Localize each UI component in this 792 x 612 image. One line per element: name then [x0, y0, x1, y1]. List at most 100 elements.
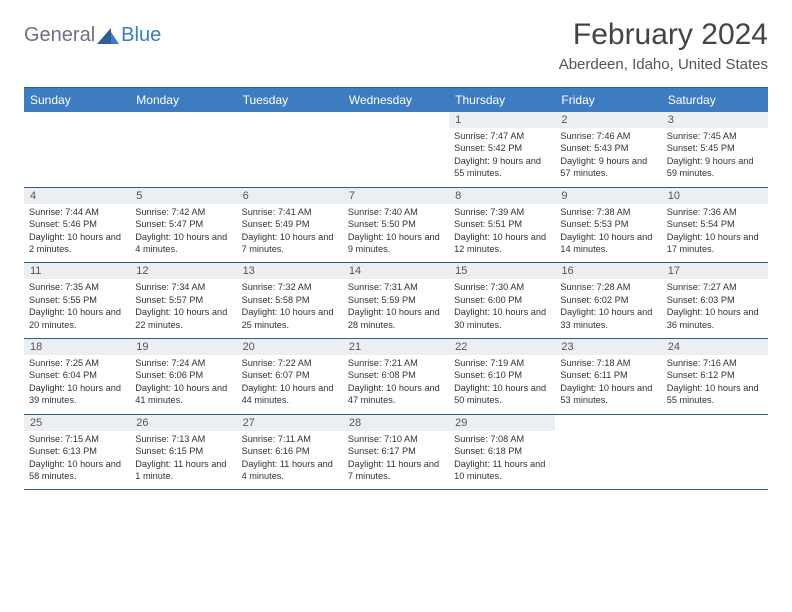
sunrise-line: Sunrise: 7:30 AM [454, 281, 550, 293]
sunset-line: Sunset: 5:49 PM [242, 218, 338, 230]
sunrise-line: Sunrise: 7:11 AM [242, 433, 338, 445]
sunrise-line: Sunrise: 7:46 AM [560, 130, 656, 142]
daylight-line: Daylight: 10 hours and 28 minutes. [348, 306, 444, 331]
sunset-line: Sunset: 6:02 PM [560, 294, 656, 306]
daylight-line: Daylight: 10 hours and 36 minutes. [667, 306, 763, 331]
day-number: 4 [24, 188, 130, 204]
sunset-line: Sunset: 6:03 PM [667, 294, 763, 306]
day-cell [130, 128, 236, 187]
sunset-line: Sunset: 5:53 PM [560, 218, 656, 230]
day-number: 12 [130, 263, 236, 279]
day-cell: Sunrise: 7:11 AMSunset: 6:16 PMDaylight:… [237, 431, 343, 490]
daylight-line: Daylight: 11 hours and 10 minutes. [454, 458, 550, 483]
day-cell: Sunrise: 7:46 AMSunset: 5:43 PMDaylight:… [555, 128, 661, 187]
day-number: 20 [237, 339, 343, 355]
sunrise-line: Sunrise: 7:38 AM [560, 206, 656, 218]
daylight-line: Daylight: 11 hours and 1 minute. [135, 458, 231, 483]
day-number: 29 [449, 415, 555, 431]
sunset-line: Sunset: 5:57 PM [135, 294, 231, 306]
daylight-line: Daylight: 10 hours and 55 minutes. [667, 382, 763, 407]
day-number: 22 [449, 339, 555, 355]
daynum-row: 11121314151617 [24, 263, 768, 279]
sunset-line: Sunset: 6:07 PM [242, 369, 338, 381]
day-number [662, 415, 768, 431]
day-cell: Sunrise: 7:13 AMSunset: 6:15 PMDaylight:… [130, 431, 236, 490]
day-header: Thursday [449, 88, 555, 112]
daylight-line: Daylight: 10 hours and 14 minutes. [560, 231, 656, 256]
daylight-line: Daylight: 10 hours and 7 minutes. [242, 231, 338, 256]
daynum-row: 2526272829 [24, 415, 768, 431]
month-title: February 2024 [559, 18, 768, 52]
sunrise-line: Sunrise: 7:22 AM [242, 357, 338, 369]
sunrise-line: Sunrise: 7:31 AM [348, 281, 444, 293]
logo-triangle-icon [97, 28, 119, 44]
sunrise-line: Sunrise: 7:42 AM [135, 206, 231, 218]
day-cell: Sunrise: 7:30 AMSunset: 6:00 PMDaylight:… [449, 279, 555, 338]
day-cell: Sunrise: 7:25 AMSunset: 6:04 PMDaylight:… [24, 355, 130, 414]
day-cell: Sunrise: 7:40 AMSunset: 5:50 PMDaylight:… [343, 204, 449, 263]
day-cell: Sunrise: 7:21 AMSunset: 6:08 PMDaylight:… [343, 355, 449, 414]
sunrise-line: Sunrise: 7:45 AM [667, 130, 763, 142]
day-cell: Sunrise: 7:19 AMSunset: 6:10 PMDaylight:… [449, 355, 555, 414]
sunset-line: Sunset: 5:47 PM [135, 218, 231, 230]
daynum-row: 18192021222324 [24, 339, 768, 355]
sunrise-line: Sunrise: 7:41 AM [242, 206, 338, 218]
day-number: 24 [662, 339, 768, 355]
sunrise-line: Sunrise: 7:44 AM [29, 206, 125, 218]
logo-text-general: General [24, 24, 95, 47]
daynum-row: 123 [24, 112, 768, 128]
day-number: 2 [555, 112, 661, 128]
daylight-line: Daylight: 10 hours and 41 minutes. [135, 382, 231, 407]
sunrise-line: Sunrise: 7:08 AM [454, 433, 550, 445]
day-cell [662, 431, 768, 490]
day-cell: Sunrise: 7:22 AMSunset: 6:07 PMDaylight:… [237, 355, 343, 414]
day-number: 13 [237, 263, 343, 279]
day-cell [555, 431, 661, 490]
day-cell: Sunrise: 7:45 AMSunset: 5:45 PMDaylight:… [662, 128, 768, 187]
sunrise-line: Sunrise: 7:47 AM [454, 130, 550, 142]
daylight-line: Daylight: 10 hours and 17 minutes. [667, 231, 763, 256]
week: 18192021222324Sunrise: 7:25 AMSunset: 6:… [24, 339, 768, 415]
sunrise-line: Sunrise: 7:32 AM [242, 281, 338, 293]
sunset-line: Sunset: 5:59 PM [348, 294, 444, 306]
sunset-line: Sunset: 5:46 PM [29, 218, 125, 230]
day-number: 27 [237, 415, 343, 431]
day-header: Saturday [662, 88, 768, 112]
day-number: 15 [449, 263, 555, 279]
day-number: 3 [662, 112, 768, 128]
day-cell: Sunrise: 7:27 AMSunset: 6:03 PMDaylight:… [662, 279, 768, 338]
day-number: 5 [130, 188, 236, 204]
week: 45678910Sunrise: 7:44 AMSunset: 5:46 PMD… [24, 188, 768, 264]
day-header-row: SundayMondayTuesdayWednesdayThursdayFrid… [24, 87, 768, 112]
sunrise-line: Sunrise: 7:34 AM [135, 281, 231, 293]
sunrise-line: Sunrise: 7:25 AM [29, 357, 125, 369]
sunset-line: Sunset: 6:04 PM [29, 369, 125, 381]
sunrise-line: Sunrise: 7:10 AM [348, 433, 444, 445]
sunset-line: Sunset: 6:00 PM [454, 294, 550, 306]
sunset-line: Sunset: 5:42 PM [454, 142, 550, 154]
day-cell: Sunrise: 7:47 AMSunset: 5:42 PMDaylight:… [449, 128, 555, 187]
sunset-line: Sunset: 6:15 PM [135, 445, 231, 457]
sunrise-line: Sunrise: 7:13 AM [135, 433, 231, 445]
day-number: 17 [662, 263, 768, 279]
day-cell: Sunrise: 7:31 AMSunset: 5:59 PMDaylight:… [343, 279, 449, 338]
day-number: 7 [343, 188, 449, 204]
sunset-line: Sunset: 5:50 PM [348, 218, 444, 230]
day-number: 26 [130, 415, 236, 431]
day-number: 18 [24, 339, 130, 355]
info-row: Sunrise: 7:44 AMSunset: 5:46 PMDaylight:… [24, 204, 768, 263]
sunrise-line: Sunrise: 7:19 AM [454, 357, 550, 369]
daylight-line: Daylight: 9 hours and 57 minutes. [560, 155, 656, 180]
daylight-line: Daylight: 10 hours and 2 minutes. [29, 231, 125, 256]
daylight-line: Daylight: 10 hours and 20 minutes. [29, 306, 125, 331]
sunrise-line: Sunrise: 7:28 AM [560, 281, 656, 293]
day-cell: Sunrise: 7:08 AMSunset: 6:18 PMDaylight:… [449, 431, 555, 490]
sunset-line: Sunset: 5:54 PM [667, 218, 763, 230]
day-cell: Sunrise: 7:16 AMSunset: 6:12 PMDaylight:… [662, 355, 768, 414]
day-number: 25 [24, 415, 130, 431]
day-number [555, 415, 661, 431]
day-number: 21 [343, 339, 449, 355]
info-row: Sunrise: 7:15 AMSunset: 6:13 PMDaylight:… [24, 431, 768, 490]
sunset-line: Sunset: 6:18 PM [454, 445, 550, 457]
day-header: Wednesday [343, 88, 449, 112]
